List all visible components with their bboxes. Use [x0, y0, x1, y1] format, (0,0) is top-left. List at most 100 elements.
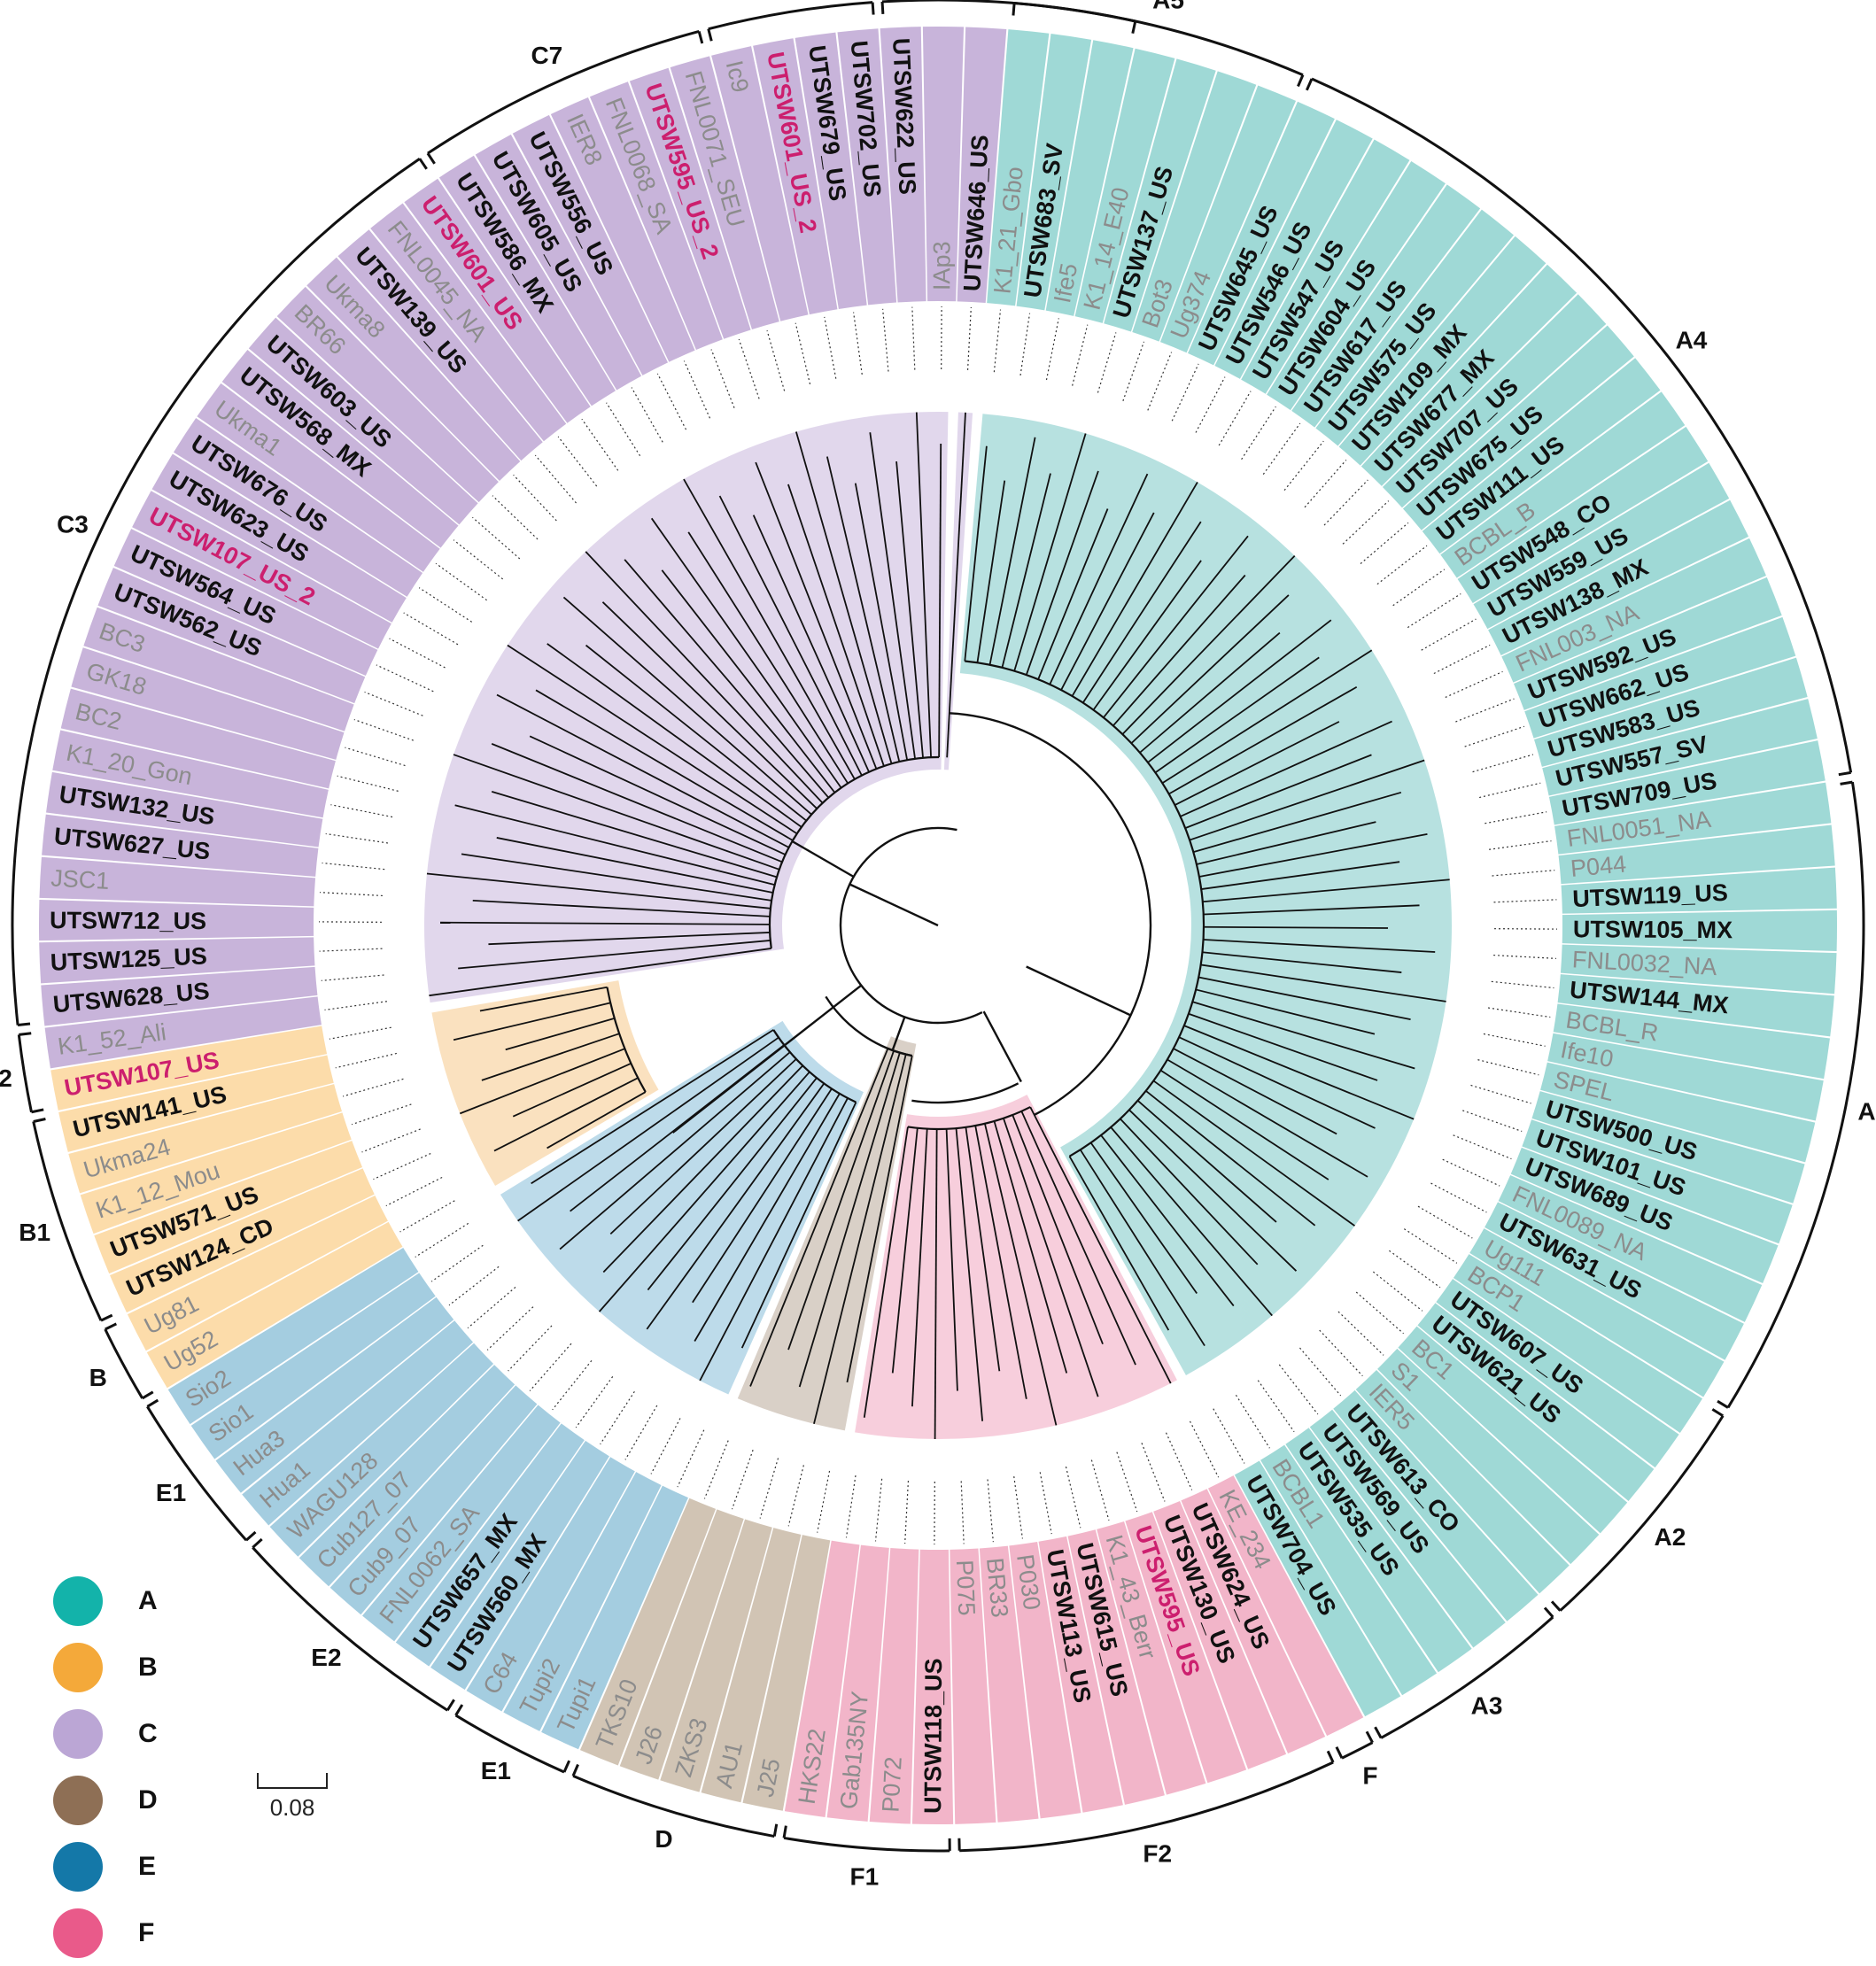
leader-line	[558, 437, 597, 486]
taxon-label: UTSW118_US	[919, 1658, 947, 1814]
bracket-tick	[34, 1119, 46, 1122]
leader-line	[322, 975, 384, 980]
leader-line	[1465, 726, 1524, 747]
subclade-bracket	[784, 1838, 950, 1851]
leader-line	[1489, 841, 1551, 850]
backbone-branch	[984, 1011, 1021, 1081]
leader-line	[1190, 1421, 1218, 1477]
leader-line	[1446, 671, 1503, 697]
leader-line	[1324, 480, 1368, 525]
leader-line	[883, 309, 888, 372]
legend-label-f: F	[138, 1918, 154, 1948]
leader-line	[1142, 1443, 1165, 1501]
leader-line	[1148, 352, 1172, 411]
bracket-tick	[246, 1532, 255, 1540]
leader-line	[1305, 460, 1346, 507]
leader-line	[601, 1391, 635, 1444]
taxon-label: JSC1	[50, 864, 111, 894]
bracket-tick	[1013, 4, 1014, 16]
leader-line	[1389, 1250, 1440, 1288]
bracket-tick	[252, 1539, 261, 1547]
leader-line	[326, 833, 388, 843]
leader-line	[795, 323, 810, 384]
clade-highlight	[424, 412, 949, 1002]
subclade-label: A1	[1857, 1098, 1876, 1126]
leader-line	[1477, 1060, 1539, 1075]
bracket-tick	[105, 1324, 117, 1329]
subclade-label: F2	[1143, 1840, 1172, 1868]
leader-line	[453, 540, 503, 579]
bracket-tick	[147, 1400, 158, 1406]
leader-line	[1097, 332, 1115, 392]
bracket-tick	[564, 1761, 570, 1772]
leader-line	[1373, 1272, 1423, 1311]
bracket-tick	[1298, 75, 1303, 87]
bracket-tick	[447, 1699, 453, 1710]
leader-line	[1196, 377, 1225, 433]
tip-branch	[947, 413, 965, 757]
leader-line	[760, 1459, 778, 1519]
leader-line	[1493, 956, 1556, 959]
bracket-tick	[428, 153, 435, 164]
leader-line	[994, 310, 1000, 373]
leader-line	[1418, 1206, 1472, 1238]
subclade-label: A2	[1655, 1523, 1686, 1551]
legend-dot-b	[53, 1643, 103, 1692]
scale-bar-line	[257, 1771, 328, 1789]
bracket-tick	[1376, 1727, 1382, 1738]
bracket-tick	[784, 1826, 786, 1838]
leader-line	[1377, 546, 1427, 584]
backbone-branch	[849, 885, 938, 925]
leader-line	[508, 1326, 552, 1371]
leader-line	[767, 330, 785, 391]
bracket-tick	[1367, 1731, 1373, 1742]
leader-line	[1471, 1085, 1531, 1103]
clade-color-bands	[39, 27, 1837, 1824]
leader-line	[1172, 364, 1198, 421]
leader-line	[704, 1441, 728, 1499]
leader-line	[988, 1479, 993, 1542]
leader-line	[390, 639, 446, 668]
backbone-arc	[911, 1083, 1018, 1103]
leader-line	[739, 339, 759, 399]
leader-line	[1066, 1467, 1080, 1528]
leader-line	[1046, 318, 1058, 380]
leader-line	[1485, 812, 1547, 824]
bracket-tick	[872, 3, 873, 15]
legend-label-b: B	[138, 1653, 158, 1683]
leader-line	[1434, 645, 1490, 673]
bracket-tick	[699, 31, 702, 43]
leader-line	[651, 1418, 680, 1474]
bracket-tick	[143, 1392, 153, 1398]
legend-dot-a	[53, 1576, 103, 1626]
leader-line	[1454, 1135, 1512, 1159]
leader-line	[535, 455, 576, 503]
leader-line	[825, 317, 836, 379]
subclade-label: E1	[156, 1479, 186, 1506]
leader-line	[684, 360, 709, 418]
taxon-label: IAp3	[928, 241, 955, 290]
subclade-label: C3	[57, 510, 89, 538]
legend-label-d: D	[138, 1785, 158, 1815]
leader-line	[1407, 594, 1461, 628]
leader-line	[352, 1104, 411, 1125]
leader-line	[912, 307, 915, 370]
legend-item-d: D	[53, 1767, 230, 1833]
leader-line	[1258, 1381, 1294, 1432]
leader-line	[320, 948, 383, 951]
legend-item-a: A	[53, 1567, 230, 1634]
leader-line	[1040, 1472, 1051, 1534]
subclade-bracket	[709, 3, 872, 29]
leader-line	[1279, 1365, 1318, 1414]
leader-line	[1473, 755, 1533, 772]
subclade-label: D	[655, 1825, 672, 1853]
leader-line	[625, 1405, 657, 1459]
leader-line	[657, 374, 686, 430]
subclade-label: E1	[481, 1757, 511, 1784]
leader-line	[1484, 1033, 1546, 1046]
leader-line	[788, 1465, 803, 1526]
leader-line	[607, 403, 640, 456]
leader-line	[376, 665, 433, 692]
leader-line	[514, 475, 557, 521]
